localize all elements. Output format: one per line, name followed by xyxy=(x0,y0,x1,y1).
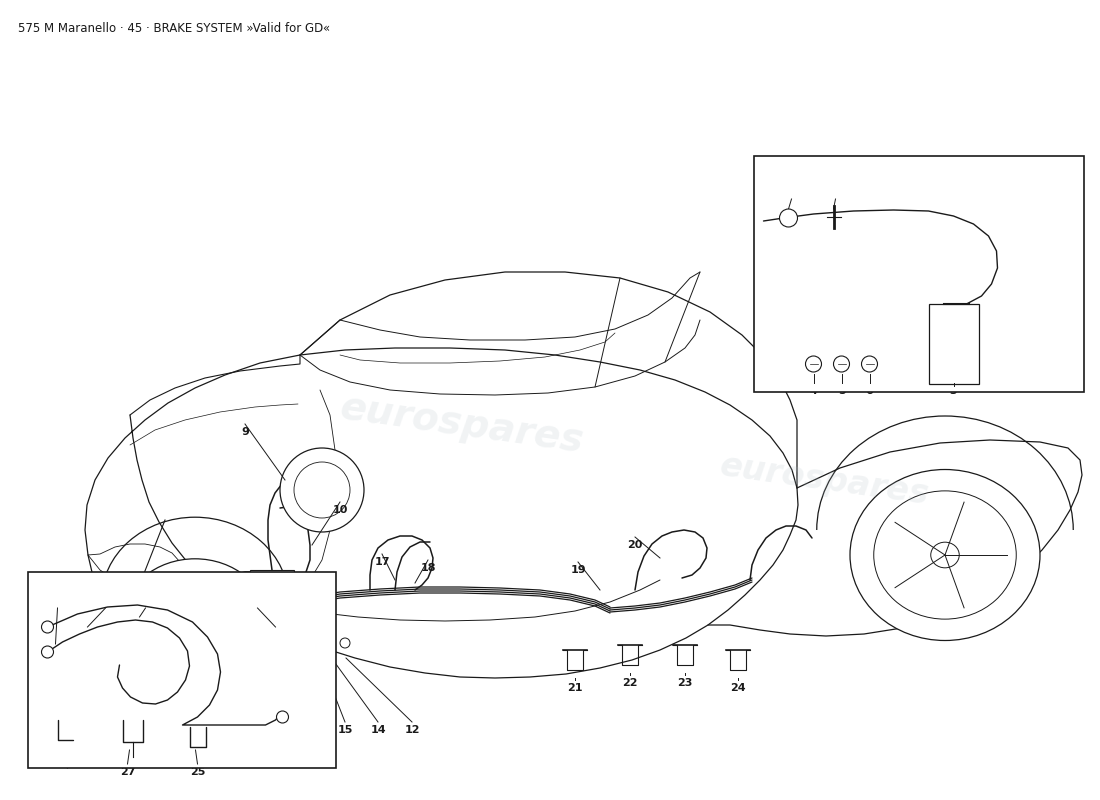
Text: 7: 7 xyxy=(832,186,839,196)
Text: 5: 5 xyxy=(838,386,845,396)
Bar xyxy=(928,304,979,384)
Text: 27: 27 xyxy=(120,767,135,777)
Text: 17: 17 xyxy=(374,557,389,567)
Ellipse shape xyxy=(850,470,1040,641)
Text: 23: 23 xyxy=(678,678,693,688)
Text: 11: 11 xyxy=(141,725,156,735)
Text: 26: 26 xyxy=(138,595,153,605)
Circle shape xyxy=(340,638,350,648)
Circle shape xyxy=(280,448,364,532)
Circle shape xyxy=(298,637,308,647)
Text: 575 M Maranello · 45 · BRAKE SYSTEM »Valid for GD«: 575 M Maranello · 45 · BRAKE SYSTEM »Val… xyxy=(18,22,330,35)
Text: 19: 19 xyxy=(570,565,586,575)
Circle shape xyxy=(805,356,822,372)
Circle shape xyxy=(780,209,798,227)
Circle shape xyxy=(42,646,54,658)
Text: 4: 4 xyxy=(810,386,817,396)
Circle shape xyxy=(276,711,288,723)
Text: 6: 6 xyxy=(866,386,873,396)
Text: 22: 22 xyxy=(623,678,638,688)
Bar xyxy=(28,572,335,768)
Text: 15: 15 xyxy=(338,725,353,735)
Text: 24: 24 xyxy=(730,683,746,693)
Ellipse shape xyxy=(186,612,204,628)
Circle shape xyxy=(834,356,849,372)
Text: 20: 20 xyxy=(627,540,642,550)
Ellipse shape xyxy=(931,542,959,568)
Text: 2: 2 xyxy=(54,595,62,605)
Text: 10: 10 xyxy=(332,505,348,515)
Ellipse shape xyxy=(123,558,267,681)
Text: eurospares: eurospares xyxy=(718,449,932,511)
Circle shape xyxy=(311,640,321,650)
Text: 14: 14 xyxy=(371,725,386,735)
Ellipse shape xyxy=(873,491,1016,619)
Text: 12: 12 xyxy=(405,725,420,735)
Text: 2: 2 xyxy=(254,595,262,605)
Text: 3: 3 xyxy=(949,386,957,396)
Circle shape xyxy=(324,641,336,651)
Bar xyxy=(250,570,294,626)
Bar xyxy=(754,156,1084,392)
Text: 16: 16 xyxy=(302,725,318,735)
Ellipse shape xyxy=(148,581,242,659)
Text: 8: 8 xyxy=(788,186,795,196)
Text: 9: 9 xyxy=(241,427,249,437)
Circle shape xyxy=(861,356,878,372)
Text: 13: 13 xyxy=(202,725,218,735)
Text: 1: 1 xyxy=(101,595,109,605)
Circle shape xyxy=(42,621,54,633)
Text: eurospares: eurospares xyxy=(338,388,586,460)
Text: 25: 25 xyxy=(190,767,206,777)
Circle shape xyxy=(294,462,350,518)
Text: 18: 18 xyxy=(420,563,436,573)
Text: 21: 21 xyxy=(568,683,583,693)
